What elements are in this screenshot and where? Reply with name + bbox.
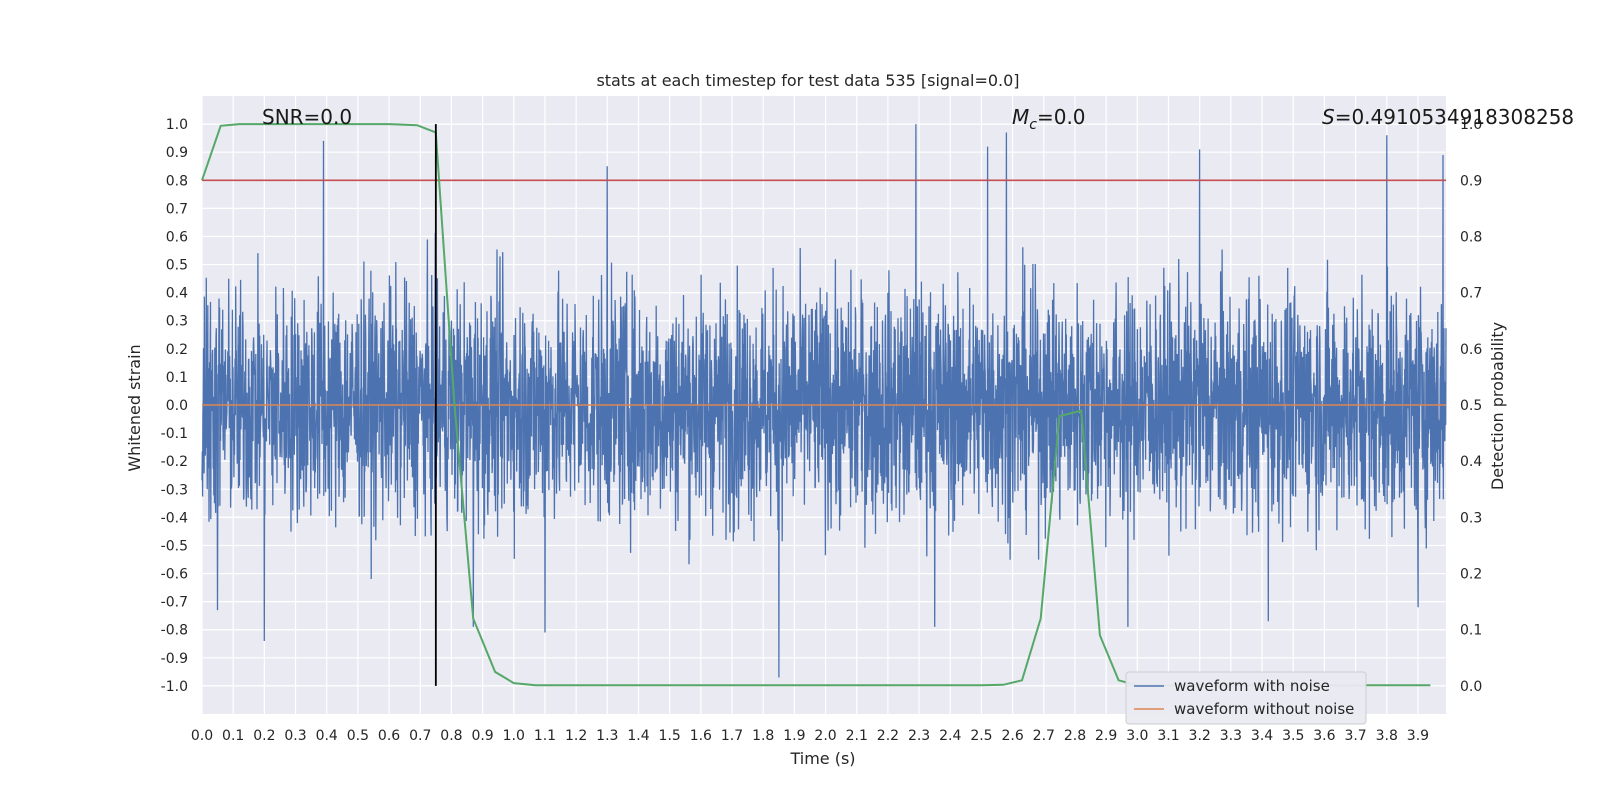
x-tick-label: 0.9 bbox=[471, 728, 493, 744]
y-tick-label: -0.4 bbox=[161, 510, 188, 526]
x-tick-label: 0.5 bbox=[347, 728, 369, 744]
y-tick-label: 1.0 bbox=[166, 117, 188, 133]
x-tick-label: 1.0 bbox=[503, 728, 525, 744]
x-tick-label: 1.9 bbox=[783, 728, 805, 744]
y-tick-labels: 1.0 0.9 0.8 0.7 0.6 0.5 0.4 0.3 0.2 0.1 0.0 -0.1 -0.… bbox=[161, 117, 188, 695]
legend-box bbox=[1125, 671, 1367, 725]
annotation-mc: Mc=0.0 bbox=[1012, 105, 1086, 133]
legend-label-noise: waveform with noise bbox=[1174, 677, 1330, 695]
y-tick-label: 0.9 bbox=[166, 145, 188, 161]
x-tick-labels: 0.0 0.1 0.2 0.3 0.4 0.5 0.6 0.7 0.8 0.9 1.0 1.1 1.2 1… bbox=[191, 728, 1429, 744]
legend: waveform with noise waveform without noi… bbox=[1125, 671, 1367, 725]
y-tick-label: 0.2 bbox=[166, 342, 188, 358]
series-detection-probability bbox=[201, 123, 1431, 687]
x-tick-label: 2.8 bbox=[1064, 728, 1086, 744]
y2-tick-label: 0.8 bbox=[1460, 229, 1482, 245]
y-tick-label: 0.5 bbox=[166, 258, 188, 274]
y2-tick-label: 0.1 bbox=[1460, 623, 1482, 639]
y-tick-label: -0.2 bbox=[161, 454, 188, 470]
x-tick-label: 2.2 bbox=[877, 728, 899, 744]
y-tick-label: -0.5 bbox=[161, 538, 188, 554]
y-tick-label: 0.1 bbox=[166, 370, 188, 386]
x-tick-label: 3.4 bbox=[1251, 728, 1273, 744]
y-tick-label: -0.7 bbox=[161, 595, 188, 611]
x-tick-label: 1.4 bbox=[627, 728, 649, 744]
x-tick-label: 1.5 bbox=[659, 728, 681, 744]
x-tick-label: 0.6 bbox=[378, 728, 400, 744]
y-tick-label: -0.6 bbox=[161, 567, 188, 583]
y2-tick-label: 0.5 bbox=[1460, 398, 1482, 414]
x-tick-label: 3.3 bbox=[1220, 728, 1242, 744]
x-tick-label: 3.1 bbox=[1157, 728, 1179, 744]
y-tick-label: -0.8 bbox=[161, 623, 188, 639]
x-tick-label: 3.9 bbox=[1407, 728, 1429, 744]
x-tick-label: 0.8 bbox=[440, 728, 462, 744]
x-tick-label: 2.6 bbox=[1001, 728, 1023, 744]
y2-tick-label: 0.9 bbox=[1460, 173, 1482, 189]
x-tick-label: 0.4 bbox=[316, 728, 338, 744]
y2-tick-label: 0.0 bbox=[1460, 679, 1482, 695]
y2-tick-label: 0.4 bbox=[1460, 454, 1482, 470]
y-tick-label: 0.4 bbox=[166, 286, 188, 302]
y2-tick-labels: 1.0 0.9 0.8 0.7 0.6 0.5 0.4 0.3 0.2 0.1 0.0 bbox=[1460, 117, 1482, 695]
waveform-with-noise-line bbox=[201, 124, 1447, 678]
x-tick-label: 0.1 bbox=[222, 728, 244, 744]
y-tick-label: 0.7 bbox=[166, 201, 188, 217]
y-tick-label: 0.8 bbox=[166, 173, 188, 189]
x-tick-label: 2.4 bbox=[939, 728, 961, 744]
x-tick-label: 1.7 bbox=[721, 728, 743, 744]
y-tick-label: 0.0 bbox=[166, 398, 188, 414]
y2-axis-label: Detection probability bbox=[1488, 322, 1507, 490]
x-tick-label: 2.3 bbox=[908, 728, 930, 744]
x-axis-label: Time (s) bbox=[789, 749, 855, 768]
y-tick-label: -1.0 bbox=[161, 679, 188, 695]
chart-title: stats at each timestep for test data 535… bbox=[596, 71, 1019, 90]
x-tick-label: 3.5 bbox=[1282, 728, 1304, 744]
y2-tick-label: 1.0 bbox=[1460, 117, 1482, 133]
y-axis-label: Whitened strain bbox=[125, 344, 144, 471]
detection-probability-line bbox=[201, 123, 1431, 687]
y-tick-label: -0.9 bbox=[161, 651, 188, 667]
x-tick-label: 0.2 bbox=[253, 728, 275, 744]
x-tick-label: 1.6 bbox=[690, 728, 712, 744]
y2-tick-label: 0.6 bbox=[1460, 342, 1482, 358]
x-tick-label: 2.9 bbox=[1095, 728, 1117, 744]
y2-tick-label: 0.3 bbox=[1460, 510, 1482, 526]
x-tick-label: 0.3 bbox=[284, 728, 306, 744]
legend-label-clean: waveform without noise bbox=[1174, 700, 1354, 718]
y-tick-label: -0.1 bbox=[161, 426, 188, 442]
x-tick-label: 2.0 bbox=[814, 728, 836, 744]
x-tick-label: 3.0 bbox=[1126, 728, 1148, 744]
x-tick-label: 1.3 bbox=[596, 728, 618, 744]
series-waveform-with-noise bbox=[201, 124, 1447, 678]
x-tick-label: 3.7 bbox=[1344, 728, 1366, 744]
x-tick-label: 0.7 bbox=[409, 728, 431, 744]
x-tick-label: 3.8 bbox=[1376, 728, 1398, 744]
y2-tick-label: 0.2 bbox=[1460, 567, 1482, 583]
y-tick-label: 0.3 bbox=[166, 314, 188, 330]
y-tick-label: 0.6 bbox=[166, 229, 188, 245]
x-tick-label: 3.2 bbox=[1189, 728, 1211, 744]
x-tick-label: 1.2 bbox=[565, 728, 587, 744]
x-tick-label: 1.8 bbox=[752, 728, 774, 744]
y2-tick-label: 0.7 bbox=[1460, 286, 1482, 302]
annotation-snr: SNR=0.0 bbox=[262, 105, 352, 129]
x-tick-label: 2.7 bbox=[1033, 728, 1055, 744]
x-tick-label: 1.1 bbox=[534, 728, 556, 744]
x-tick-label: 2.5 bbox=[970, 728, 992, 744]
x-tick-label: 3.6 bbox=[1313, 728, 1335, 744]
x-tick-label: 0.0 bbox=[191, 728, 213, 744]
x-tick-label: 2.1 bbox=[846, 728, 868, 744]
annotation-s: S=0.4910534918308258 bbox=[1322, 105, 1574, 129]
y-tick-label: -0.3 bbox=[161, 482, 188, 498]
